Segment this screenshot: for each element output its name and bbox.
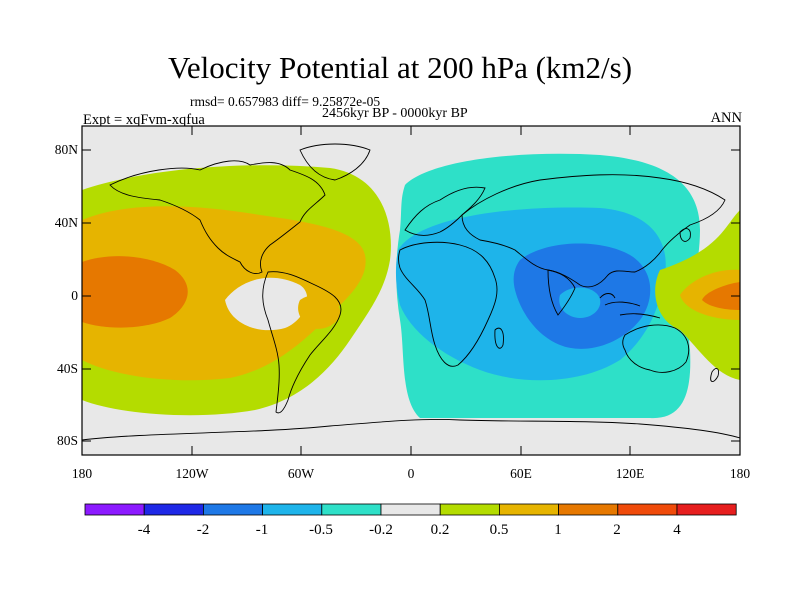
colorbar-box <box>498 503 559 516</box>
colorbar-label: -4 <box>137 522 151 538</box>
longitude-ticks <box>81 126 631 455</box>
colorbar-box <box>262 503 323 516</box>
lon-label-120w: 120W <box>175 466 209 481</box>
season-label: ANN <box>710 110 742 126</box>
near-zero-region-south-america <box>225 277 308 331</box>
lat-label-0: 0 <box>71 288 78 303</box>
colorbar-label: -0.2 <box>369 522 393 538</box>
colorbar-label: -2 <box>196 522 210 538</box>
colorbar-box <box>380 503 441 516</box>
colorbar-box <box>202 503 263 516</box>
colorbar-box <box>84 503 145 516</box>
velocity-potential-field <box>82 126 740 455</box>
lat-label-80n: 80N <box>54 142 78 157</box>
colorbar-label: 4 <box>673 522 681 538</box>
colorbar-label: 0.5 <box>489 522 509 538</box>
colorbar-box <box>558 503 619 516</box>
positive-anomaly-atlantic-patch <box>298 294 341 329</box>
lon-label-0: 0 <box>407 466 415 481</box>
positive-anomaly-dateline-core <box>702 282 740 310</box>
colorbar-label: 2 <box>613 522 621 538</box>
colorbar-box <box>439 503 500 516</box>
time-period-label: 2456kyr BP - 0000kyr BP <box>322 106 468 121</box>
plot-title: Velocity Potential at 200 hPa (km2/s) <box>167 50 633 85</box>
positive-anomaly-core <box>82 256 188 328</box>
coastlines <box>82 143 740 441</box>
experiment-label: Expt = xqFvm-xqfua <box>83 112 205 128</box>
lon-label-60w: 60W <box>287 466 315 481</box>
lat-label-80s: 80S <box>56 433 78 448</box>
lat-label-40n: 40N <box>54 215 78 230</box>
colorbar-box <box>676 503 737 516</box>
colorbar-label: -0.5 <box>309 522 333 538</box>
colorbar-box <box>321 503 382 516</box>
colorbar-label: -1 <box>255 522 269 538</box>
lat-label-40s: 40S <box>56 361 78 376</box>
colorbar-label: 1 <box>554 522 562 538</box>
negative-anomaly-indian-ocean-patch <box>559 287 601 318</box>
colorbar-box <box>143 503 204 516</box>
colorbar-box <box>617 503 678 516</box>
lon-label-60e: 60E <box>510 466 532 481</box>
lon-label-180e: 180 <box>729 466 751 481</box>
colorbar-label: 0.2 <box>430 522 450 538</box>
lon-label-120e: 120E <box>615 466 645 481</box>
lon-label-180w: 180 <box>71 466 93 481</box>
rmsd-diff-stats: rmsd= 0.657983 diff= 9.25872e-05 <box>190 94 381 109</box>
latitude-ticks <box>82 149 740 442</box>
colorbar <box>84 503 737 516</box>
positive-anomaly-middle <box>82 206 366 381</box>
